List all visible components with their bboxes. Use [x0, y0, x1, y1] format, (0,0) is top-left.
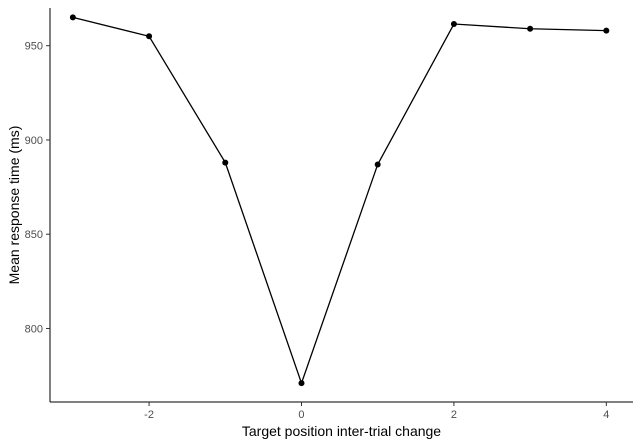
y-tick-label: 850 [25, 229, 43, 241]
data-point [374, 161, 381, 168]
data-point [527, 25, 534, 32]
axes [49, 8, 633, 403]
data-point [69, 14, 76, 21]
series-line [72, 16, 607, 386]
data-point [222, 159, 229, 166]
y-tick-label: 800 [25, 323, 43, 335]
x-tick-label: 4 [603, 409, 609, 421]
y-tick-label: 950 [25, 41, 43, 53]
x-axis-ticks: -2 0 2 4 [144, 402, 609, 421]
data-point [603, 27, 610, 34]
data-point [298, 380, 305, 387]
y-axis-ticks: 800 850 900 950 [25, 41, 50, 335]
data-point [450, 21, 457, 28]
data-point [146, 33, 153, 40]
y-axis-title: Mean response time (ms) [6, 126, 22, 285]
x-tick-label: 2 [451, 409, 457, 421]
series-layer [69, 14, 610, 387]
x-axis-title: Target position inter-trial change [242, 423, 441, 439]
x-tick-label: 0 [298, 409, 304, 421]
x-tick-label: -2 [144, 409, 154, 421]
y-tick-label: 900 [25, 135, 43, 147]
